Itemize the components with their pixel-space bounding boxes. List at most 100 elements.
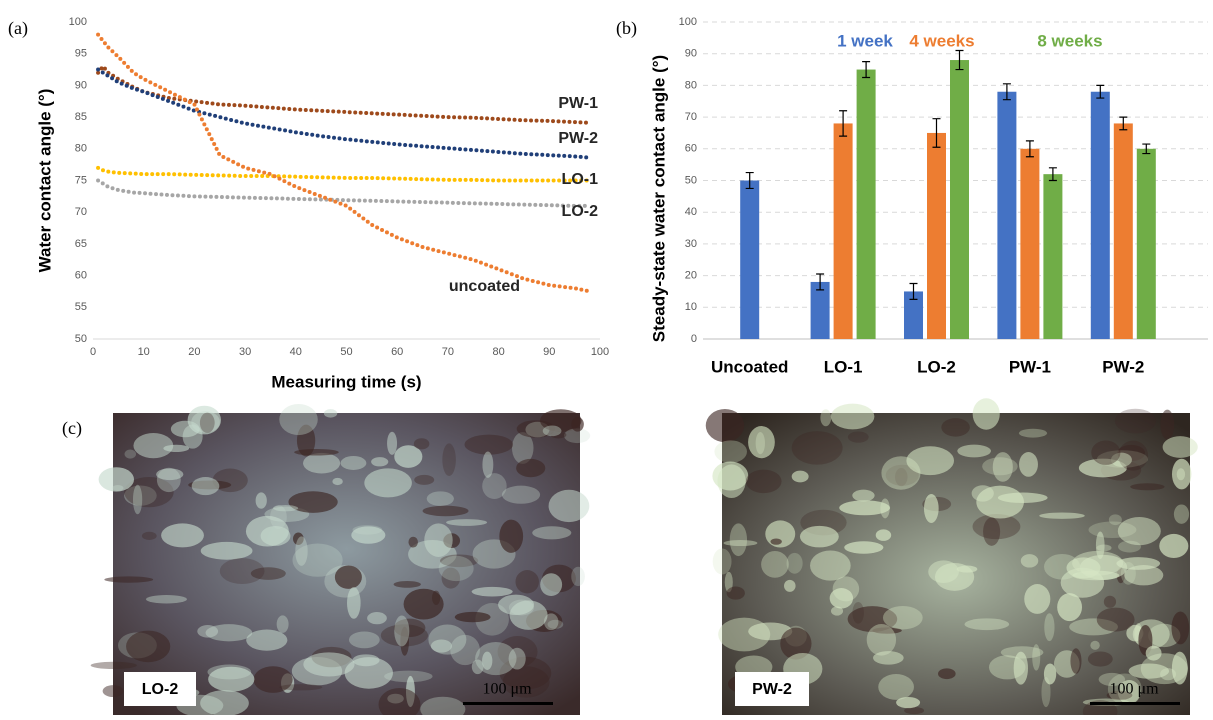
texture: [1069, 618, 1118, 636]
texture: [516, 420, 556, 438]
y-tick-label: 60: [75, 270, 87, 282]
texture: [906, 446, 954, 476]
y-tick-label: 65: [75, 238, 87, 250]
texture: [191, 477, 220, 496]
texture: [156, 468, 184, 481]
texture: [830, 606, 844, 616]
texture: [408, 536, 418, 548]
texture: [956, 565, 978, 573]
texture: [992, 452, 1013, 482]
bar: [904, 291, 923, 339]
texture: [988, 655, 1026, 680]
error-bar: [1048, 167, 1057, 182]
y-axis-title: Steady-state water contact angle (°): [649, 55, 668, 342]
texture: [414, 474, 435, 485]
texture: [1171, 611, 1190, 645]
texture: [941, 418, 970, 437]
texture: [348, 631, 380, 649]
texture: [364, 468, 412, 498]
texture: [295, 536, 308, 566]
error-bar: [909, 282, 918, 300]
texture: [464, 434, 514, 455]
texture: [547, 619, 564, 629]
texture: [896, 696, 921, 709]
texture: [1124, 565, 1164, 586]
texture: [394, 615, 410, 647]
texture: [288, 491, 338, 513]
texture: [1078, 458, 1127, 478]
texture: [420, 696, 466, 720]
texture: [431, 590, 441, 605]
texture: [294, 448, 339, 456]
bar: [1113, 123, 1133, 339]
texture: [791, 470, 809, 483]
x-tick-label: 10: [138, 346, 150, 358]
texture: [1107, 673, 1142, 705]
texture: [810, 550, 851, 581]
texture: [292, 532, 304, 545]
x-tick-label: LO-1: [824, 357, 863, 376]
texture: [972, 513, 1021, 540]
texture: [1018, 428, 1048, 438]
texture: [296, 424, 316, 457]
texture: [1118, 440, 1149, 471]
texture: [839, 500, 891, 516]
texture: [347, 587, 361, 619]
texture: [1057, 593, 1083, 622]
texture: [712, 548, 732, 575]
texture: [1039, 512, 1085, 519]
texture: [1000, 646, 1044, 659]
texture: [170, 420, 200, 438]
texture: [428, 624, 467, 655]
texture: [1117, 444, 1146, 462]
x-tick-label: 0: [90, 346, 96, 358]
texture: [334, 565, 362, 589]
x-tick-label: 70: [442, 346, 454, 358]
y-tick-label: 70: [685, 111, 697, 123]
x-tick-label: PW-1: [1009, 357, 1051, 376]
texture: [384, 670, 433, 683]
texture: [780, 627, 812, 660]
y-tick-label: 0: [691, 333, 697, 345]
series-line: [96, 165, 592, 183]
texture: [424, 523, 453, 557]
texture: [499, 656, 552, 690]
texture: [1070, 648, 1082, 674]
bar: [1043, 174, 1063, 339]
error-bar: [1002, 83, 1011, 101]
texture: [1108, 514, 1122, 526]
bar: [1136, 148, 1156, 339]
texture: [387, 431, 398, 455]
texture: [344, 657, 393, 689]
texture: [1032, 644, 1041, 671]
texture: [923, 493, 939, 523]
texture: [292, 543, 343, 577]
x-tick-label: 90: [543, 346, 555, 358]
texture: [1159, 533, 1189, 558]
texture: [847, 606, 898, 632]
texture: [219, 558, 265, 584]
y-tick-label: 95: [75, 48, 87, 60]
error-bar: [745, 171, 754, 190]
x-tick-label: 20: [188, 346, 200, 358]
texture: [938, 668, 956, 680]
y-tick-label: 40: [685, 206, 697, 218]
texture: [571, 566, 585, 587]
texture: [705, 408, 745, 443]
texture: [511, 432, 534, 464]
texture: [501, 485, 541, 504]
texture: [881, 456, 921, 490]
texture: [199, 412, 215, 433]
texture: [976, 485, 1024, 519]
error-bar: [1025, 140, 1034, 158]
texture: [748, 622, 793, 641]
texture: [508, 647, 526, 670]
texture: [830, 403, 875, 430]
texture: [104, 576, 154, 583]
texture: [1114, 408, 1156, 434]
texture: [712, 461, 749, 491]
texture: [1160, 668, 1177, 681]
series-label: PW-1: [558, 95, 598, 112]
texture: [832, 576, 860, 602]
texture: [393, 581, 421, 588]
